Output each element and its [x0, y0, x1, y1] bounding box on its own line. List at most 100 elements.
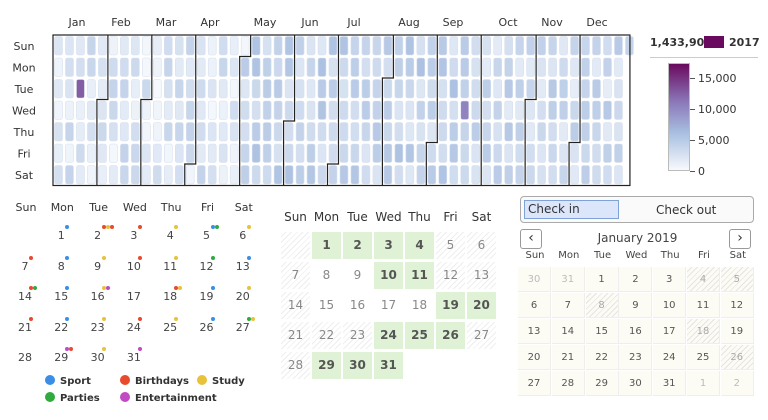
- available-day[interactable]: 3: [374, 232, 403, 259]
- picker-day[interactable]: 10: [653, 293, 687, 318]
- event-day[interactable]: 1: [43, 221, 79, 251]
- picker-day[interactable]: 23: [619, 345, 653, 370]
- event-day[interactable]: 22: [43, 313, 79, 343]
- picker-day[interactable]: 11: [687, 293, 720, 318]
- event-day[interactable]: 9: [80, 252, 116, 282]
- heatmap-day-cell: [142, 57, 151, 77]
- picker-day[interactable]: 25: [687, 345, 720, 370]
- picker-day[interactable]: 7: [551, 293, 585, 318]
- available-day[interactable]: 19: [436, 292, 465, 319]
- event-day[interactable]: 25: [152, 313, 188, 343]
- event-day[interactable]: 3: [116, 221, 152, 251]
- available-day[interactable]: 25: [405, 322, 434, 349]
- event-day[interactable]: 18: [152, 282, 188, 312]
- event-day[interactable]: 23: [80, 313, 116, 343]
- heatmap-day-cell: [339, 100, 349, 120]
- heatmap-day-cell: [504, 100, 513, 120]
- event-day[interactable]: 5: [189, 221, 225, 251]
- event-day[interactable]: 13: [225, 252, 261, 282]
- event-day[interactable]: 30: [80, 343, 116, 373]
- available-day[interactable]: 31: [374, 352, 403, 379]
- available-day[interactable]: 2: [343, 232, 372, 259]
- available-day[interactable]: 20: [467, 292, 496, 319]
- picker-day[interactable]: 14: [551, 319, 585, 344]
- event-day[interactable]: 12: [189, 252, 225, 282]
- event-day[interactable]: 31: [116, 343, 152, 373]
- event-day-number: 4: [166, 229, 174, 242]
- event-day[interactable]: 21: [7, 313, 43, 343]
- available-day[interactable]: 4: [405, 232, 434, 259]
- event-day[interactable]: 19: [189, 282, 225, 312]
- picker-day[interactable]: 9: [619, 293, 653, 318]
- picker-day[interactable]: 31: [653, 371, 687, 396]
- picker-day[interactable]: 6: [518, 293, 551, 318]
- event-day[interactable]: 16: [80, 282, 116, 312]
- available-day[interactable]: 10: [374, 262, 403, 289]
- picker-day[interactable]: 2: [619, 267, 653, 292]
- heatmap-day-cell: [361, 36, 371, 56]
- picker-day[interactable]: 17: [653, 319, 687, 344]
- event-day[interactable]: 20: [225, 282, 261, 312]
- heatmap-day-cell: [570, 165, 579, 185]
- available-day[interactable]: 30: [343, 352, 372, 379]
- check-out-input[interactable]: Check out: [656, 203, 717, 217]
- heatmap-day-cell: [372, 57, 382, 77]
- available-day[interactable]: 1: [312, 232, 341, 259]
- next-month-button[interactable]: ›: [729, 229, 751, 249]
- event-day[interactable]: 11: [152, 252, 188, 282]
- picker-day[interactable]: 19: [720, 319, 754, 344]
- heatmap-day-cell: [131, 57, 140, 77]
- event-day[interactable]: 8: [43, 252, 79, 282]
- picker-day[interactable]: 29: [585, 371, 619, 396]
- picker-day[interactable]: 30: [619, 371, 653, 396]
- event-day[interactable]: 10: [116, 252, 152, 282]
- picker-day[interactable]: 3: [653, 267, 687, 292]
- picker-day[interactable]: 28: [551, 371, 585, 396]
- event-day[interactable]: 4: [152, 221, 188, 251]
- heatmap-day-cell: [306, 36, 316, 56]
- heatmap-day-cell: [603, 143, 612, 163]
- event-day[interactable]: 6: [225, 221, 261, 251]
- event-day[interactable]: 14: [7, 282, 43, 312]
- available-day[interactable]: 26: [436, 322, 465, 349]
- event-day[interactable]: 29: [43, 343, 79, 373]
- heatmap-day-cell: [317, 165, 327, 185]
- scale-tick: [690, 140, 695, 142]
- picker-day[interactable]: 21: [551, 345, 585, 370]
- available-day[interactable]: 24: [374, 322, 403, 349]
- prev-month-button[interactable]: ‹: [520, 229, 542, 249]
- heatmap-day-cell: [581, 165, 590, 185]
- picker-day[interactable]: 24: [653, 345, 687, 370]
- available-day[interactable]: 11: [405, 262, 434, 289]
- heatmap-day-cell: [164, 165, 173, 185]
- heatmap-day-cell: [614, 143, 623, 163]
- heatmap-day-cell: [416, 143, 426, 163]
- picker-day[interactable]: 27: [518, 371, 551, 396]
- event-day[interactable]: 24: [116, 313, 152, 343]
- event-day[interactable]: 2: [80, 221, 116, 251]
- picker-day[interactable]: 1: [585, 267, 619, 292]
- heatmap-day-cell: [372, 122, 382, 142]
- event-day[interactable]: 15: [43, 282, 79, 312]
- heatmap-day-cell: [614, 100, 623, 120]
- picker-day[interactable]: 15: [585, 319, 619, 344]
- event-legend-item: Birthdays: [120, 375, 189, 387]
- heatmap-day-cell: [109, 79, 118, 99]
- event-day[interactable]: 28: [7, 343, 43, 373]
- heatmap-day-cell: [449, 79, 459, 99]
- picker-day[interactable]: 12: [720, 293, 754, 318]
- picker-day[interactable]: 16: [619, 319, 653, 344]
- event-day[interactable]: 26: [189, 313, 225, 343]
- event-day[interactable]: 27: [225, 313, 261, 343]
- event-day[interactable]: 7: [7, 252, 43, 282]
- heatmap-day-cell: [526, 79, 535, 99]
- picker-day[interactable]: 22: [585, 345, 619, 370]
- heatmap-day-cell: [262, 79, 272, 99]
- event-day[interactable]: 17: [116, 282, 152, 312]
- heatmap-day-cell: [76, 165, 85, 185]
- available-day[interactable]: 29: [312, 352, 341, 379]
- heatmap-day-cell: [317, 57, 327, 77]
- picker-day[interactable]: 20: [518, 345, 551, 370]
- check-in-input[interactable]: Check in: [524, 200, 619, 219]
- picker-day[interactable]: 13: [518, 319, 551, 344]
